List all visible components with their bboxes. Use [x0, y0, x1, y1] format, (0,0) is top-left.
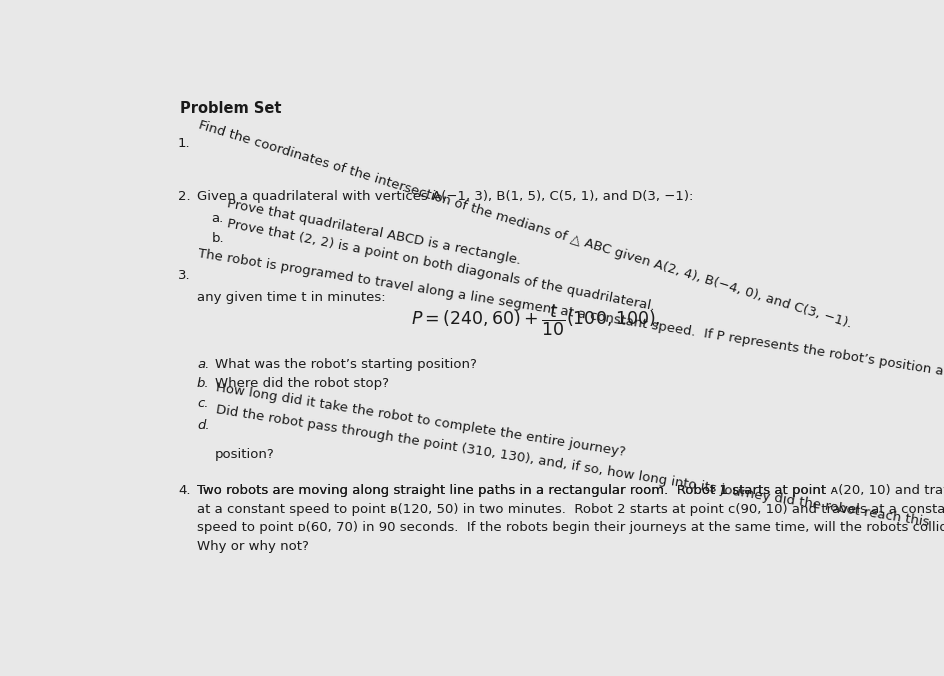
Text: Prove that (2, 2) is a point on both diagonals of the quadrilateral.: Prove that (2, 2) is a point on both dia… [227, 217, 656, 313]
Text: position?: position? [214, 448, 275, 460]
Text: Where did the robot stop?: Where did the robot stop? [214, 377, 389, 390]
Text: 2.: 2. [178, 191, 191, 203]
Text: Why or why not?: Why or why not? [197, 540, 309, 553]
Text: a.: a. [197, 358, 210, 371]
Text: b.: b. [197, 377, 210, 390]
Text: b.: b. [211, 232, 225, 245]
Text: 4.: 4. [178, 484, 191, 497]
Text: The robot is programed to travel along a line segment at a constant speed.  If P: The robot is programed to travel along a… [197, 247, 944, 379]
Text: Did the robot pass through the point (310, 130), and, if so, how long into its j: Did the robot pass through the point (31… [214, 404, 930, 529]
Text: Two robots are moving along straight line paths in a rectangular room.  Robot 1 : Two robots are moving along straight lin… [197, 484, 831, 497]
Text: How long did it take the robot to complete the entire journey?: How long did it take the robot to comple… [214, 382, 626, 459]
Text: Find the coordinates of the intersection of the medians of △ ABC given A(2, 4), : Find the coordinates of the intersection… [197, 118, 853, 330]
Text: What was the robot’s starting position?: What was the robot’s starting position? [214, 358, 477, 371]
Text: 1.: 1. [178, 137, 191, 150]
Text: $P = (240, 60) + \dfrac{t}{10}(100, 100),$: $P = (240, 60) + \dfrac{t}{10}(100, 100)… [411, 303, 661, 338]
Text: speed to point ᴅ(60, 70) in 90 seconds.  If the robots begin their journeys at t: speed to point ᴅ(60, 70) in 90 seconds. … [197, 521, 944, 535]
Text: d.: d. [197, 419, 210, 433]
Text: Problem Set: Problem Set [180, 101, 281, 116]
Text: at a constant speed to point ʙ(120, 50) in two minutes.  Robot 2 starts at point: at a constant speed to point ʙ(120, 50) … [197, 503, 944, 516]
Text: any given time t in minutes:: any given time t in minutes: [197, 291, 386, 304]
Text: c.: c. [197, 397, 209, 410]
Text: Given a quadrilateral with vertices A(−1, 3), B(1, 5), C(5, 1), and D(3, −1):: Given a quadrilateral with vertices A(−1… [197, 191, 694, 203]
Text: 3.: 3. [178, 268, 191, 281]
Text: Two robots are moving along straight line paths in a rectangular room.  Robot 1 : Two robots are moving along straight lin… [197, 484, 944, 497]
Text: a.: a. [211, 212, 224, 225]
Text: Prove that quadrilateral ABCD is a rectangle.: Prove that quadrilateral ABCD is a recta… [227, 197, 522, 267]
